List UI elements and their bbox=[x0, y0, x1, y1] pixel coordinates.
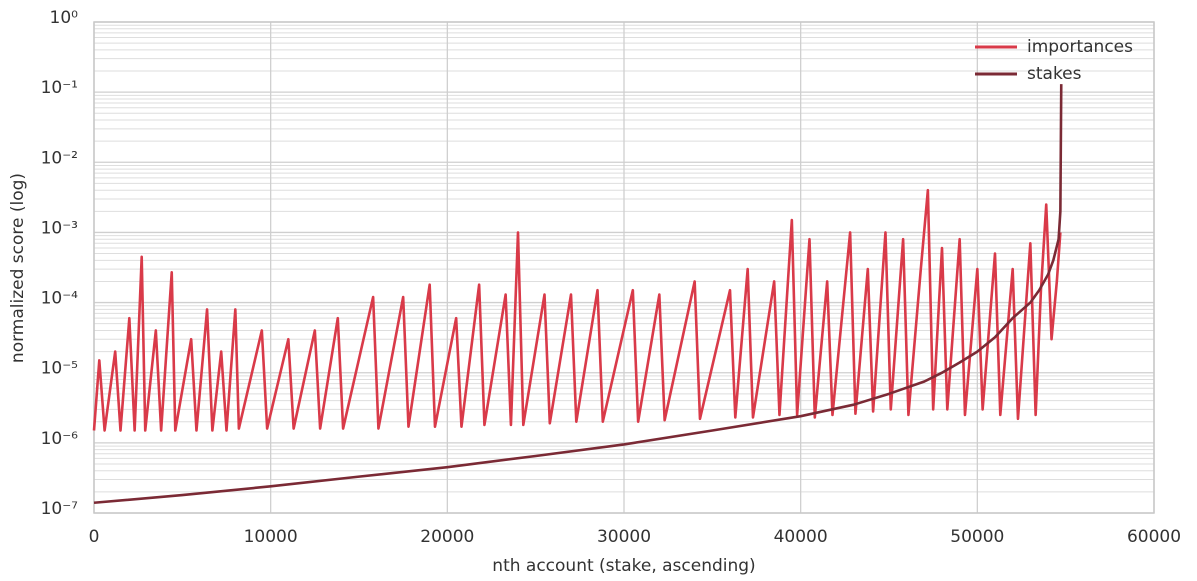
y-tick-label: 10⁻⁶ bbox=[41, 429, 79, 449]
x-tick-label: 40000 bbox=[774, 527, 828, 547]
line bbox=[93, 84, 1063, 505]
x-axis-label: nth account (stake, ascending) bbox=[492, 556, 755, 576]
legend-label: importances bbox=[1027, 37, 1133, 57]
plot-frame bbox=[93, 21, 1155, 514]
x-tick-label: 0 bbox=[89, 527, 100, 547]
x-tick-label: 50000 bbox=[950, 527, 1004, 547]
legend-label: stakes bbox=[1027, 64, 1082, 84]
y-tick-label: 10⁻³ bbox=[41, 218, 78, 238]
x-tick-label: 60000 bbox=[1127, 527, 1181, 547]
x-tick-label: 10000 bbox=[244, 527, 298, 547]
y-tick-label: 10⁻⁴ bbox=[41, 289, 79, 309]
y-axis-label: normalized score (log) bbox=[8, 173, 28, 363]
x-tick-label: 30000 bbox=[597, 527, 651, 547]
y-tick-label: 10⁻⁷ bbox=[41, 499, 79, 519]
y-tick-label: 10⁰ bbox=[50, 8, 79, 28]
x-tick-label: 20000 bbox=[420, 527, 474, 547]
y-tick-label: 10⁻¹ bbox=[41, 78, 78, 98]
y-tick-label: 10⁻² bbox=[41, 148, 78, 168]
y-tick-label: 10⁻⁵ bbox=[41, 359, 78, 379]
line bbox=[92, 188, 1062, 432]
